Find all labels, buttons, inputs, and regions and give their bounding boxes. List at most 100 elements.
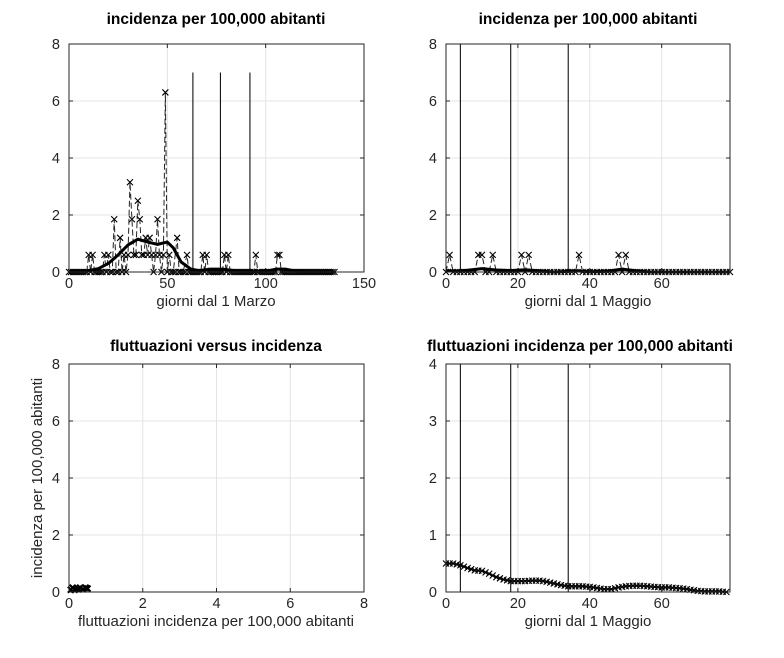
- plot-area: 0 20 40 60 0 2 4 6 8: [429, 37, 734, 292]
- data-point-marker: [183, 251, 191, 259]
- subplot-title: incidenza per 100,000 abitanti: [107, 11, 326, 28]
- axes-box: [445, 363, 731, 593]
- data-point-marker: [128, 215, 136, 223]
- y-tick-label: 2: [52, 528, 60, 544]
- y-tick-label: 8: [52, 37, 60, 53]
- data-point-marker: [116, 234, 124, 242]
- x-tick-label: 40: [582, 596, 598, 612]
- subplot-incidence-march: 0 50 100 150 0 2 4 6 8 incidenza per 100,000 abi…: [52, 11, 376, 310]
- x-tick-label: 0: [442, 596, 450, 612]
- data-point-marker: [575, 251, 583, 259]
- data-point-marker: [124, 251, 132, 259]
- subplot-fluctuations-may: 0 20 40 60 0 1 2 3 4 fluttuazioni incidenza per …: [427, 338, 733, 630]
- data-point-marker: [456, 561, 464, 569]
- y-tick-label: 6: [52, 414, 60, 430]
- data-point-marker: [154, 215, 161, 223]
- x-tick-label: 100: [254, 276, 278, 292]
- y-tick-label: 2: [429, 471, 437, 487]
- y-tick-label: 2: [52, 208, 60, 224]
- axes-box: [445, 43, 731, 273]
- data-point-marker: [83, 584, 92, 593]
- data-point-marker: [460, 563, 468, 571]
- data-point-marker: [203, 251, 211, 259]
- data-point-marker: [224, 251, 232, 259]
- data-point-marker: [485, 570, 493, 578]
- x-tick-label: 6: [286, 596, 294, 612]
- y-tick-label: 1: [429, 528, 437, 544]
- data-point-marker: [446, 251, 453, 259]
- smoothed-series-line: [445, 267, 730, 274]
- data-point-marker: [173, 234, 181, 242]
- data-point-marker: [134, 197, 142, 205]
- smoothed-series-line: [68, 237, 335, 274]
- x-axis-label: fluttuazioni incidenza per 100,000 abita…: [78, 613, 354, 630]
- data-point-marker: [525, 251, 533, 259]
- subplot-incidence-may: 0 20 40 60 0 2 4 6 8 incidenza per 100,000 abita…: [429, 11, 734, 310]
- data-point-marker: [622, 251, 630, 259]
- x-tick-label: 8: [360, 596, 368, 612]
- data-point-marker: [110, 215, 118, 223]
- subplot-fluctuations-vs-incidence: 0 2 4 6 8 0 2 4 6 8 fluttuazioni versus incidenza…: [29, 338, 368, 630]
- y-tick-label: 0: [52, 265, 60, 281]
- data-point-marker: [89, 251, 96, 259]
- y-tick-label: 4: [52, 471, 60, 487]
- data-point-marker: [130, 251, 138, 259]
- data-point-marker: [252, 251, 260, 259]
- y-tick-label: 2: [429, 208, 437, 224]
- x-tick-label: 50: [159, 276, 175, 292]
- axes-box: [68, 43, 365, 273]
- axes-box: [68, 363, 365, 593]
- y-tick-label: 8: [52, 357, 60, 373]
- data-point-marker: [482, 568, 489, 576]
- x-tick-label: 150: [352, 276, 376, 292]
- y-axis-label: incidenza per 100,000 abitanti: [29, 378, 46, 578]
- data-point-marker: [136, 215, 144, 223]
- data-point-marker: [478, 251, 486, 259]
- x-axis-label: giorni dal 1 Maggio: [525, 613, 652, 630]
- y-tick-label: 4: [52, 151, 60, 167]
- series-line: [445, 254, 730, 273]
- subplot-title: fluttuazioni incidenza per 100,000 abita…: [427, 338, 733, 355]
- data-point-marker: [165, 251, 173, 259]
- x-tick-label: 60: [654, 596, 670, 612]
- plot-area: 0 50 100 150 0 2 4 6 8: [52, 37, 376, 292]
- data-point-marker: [146, 234, 154, 242]
- y-tick-label: 6: [52, 94, 60, 110]
- x-tick-label: 40: [582, 276, 598, 292]
- data-point-marker: [615, 251, 622, 259]
- subplot-title: incidenza per 100,000 abitanti: [479, 11, 698, 28]
- y-tick-label: 4: [429, 151, 437, 167]
- y-tick-label: 8: [429, 37, 437, 53]
- y-tick-label: 6: [429, 94, 437, 110]
- x-axis-label: giorni dal 1 Maggio: [525, 293, 652, 310]
- data-point-marker: [138, 251, 146, 259]
- x-tick-label: 0: [65, 596, 73, 612]
- y-tick-label: 0: [52, 585, 60, 601]
- y-tick-label: 0: [429, 585, 437, 601]
- y-tick-label: 4: [429, 357, 437, 373]
- data-point-marker: [276, 251, 283, 259]
- data-point-marker: [160, 251, 167, 259]
- y-tick-label: 0: [429, 265, 437, 281]
- data-point-marker: [478, 567, 486, 575]
- data-point-marker: [489, 251, 497, 259]
- subplot-title: fluttuazioni versus incidenza: [110, 338, 322, 355]
- x-tick-label: 0: [65, 276, 73, 292]
- data-point-marker: [104, 251, 112, 259]
- x-axis-label: giorni dal 1 Marzo: [156, 293, 275, 310]
- data-point-marker: [274, 251, 281, 259]
- plot-area: 0 20 40 60 0 1 2 3 4: [429, 357, 731, 612]
- x-tick-label: 20: [510, 276, 526, 292]
- data-point-marker: [126, 178, 134, 186]
- data-point-marker: [132, 251, 140, 259]
- x-tick-label: 20: [510, 596, 526, 612]
- x-tick-label: 60: [654, 276, 670, 292]
- plot-area: 0 2 4 6 8 0 2 4 6 8: [52, 357, 368, 612]
- x-tick-label: 2: [139, 596, 147, 612]
- x-tick-label: 0: [442, 276, 450, 292]
- data-point-marker: [518, 251, 525, 259]
- y-tick-label: 3: [429, 414, 437, 430]
- data-point-marker: [161, 89, 169, 96]
- x-tick-label: 4: [212, 596, 220, 612]
